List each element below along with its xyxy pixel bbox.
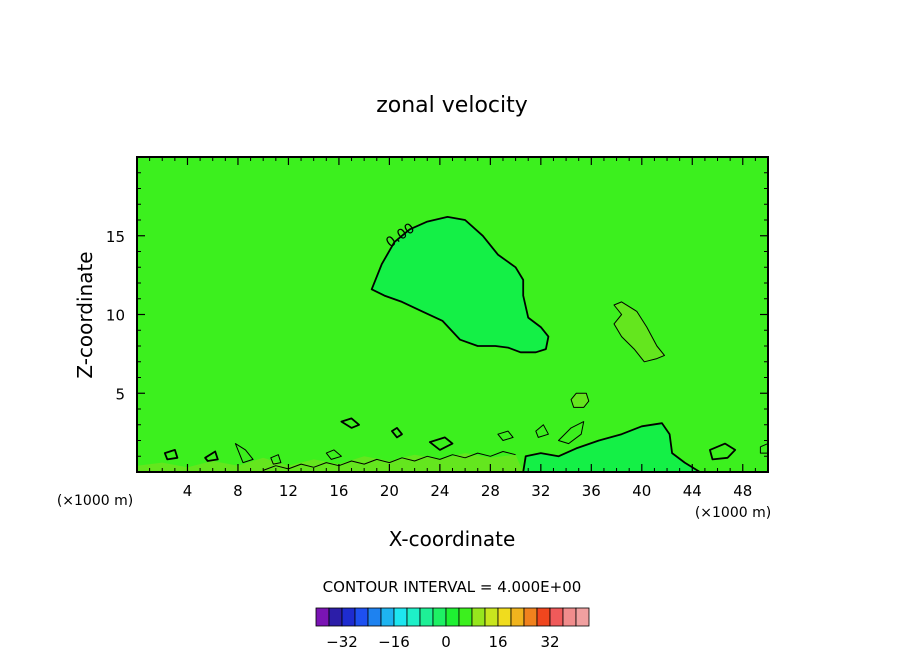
x-tick-label: 20 [380, 482, 399, 500]
colorbar-swatch [484, 607, 499, 627]
colorbar-tick-label: −32 [326, 633, 358, 651]
x-unit-right: (×1000 m) [695, 505, 771, 521]
x-tick-label: 16 [329, 482, 348, 500]
upper-low-region [371, 216, 549, 353]
colorbar [315, 607, 590, 627]
surface-high-region [137, 453, 524, 472]
colorbar-tick-label: 0 [441, 633, 451, 651]
colorbar-swatch [510, 607, 525, 627]
x-tick-label: 4 [183, 482, 193, 500]
x-tick-label: 8 [233, 482, 243, 500]
chart-title: zonal velocity [376, 93, 528, 118]
colorbar-swatch [523, 607, 538, 627]
colorbar-swatch [549, 607, 564, 627]
zero-contour-upper [370, 215, 550, 354]
contour-small-6 [340, 417, 361, 429]
upper-high-region [614, 301, 665, 362]
colorbar-tick-label: 32 [540, 633, 559, 651]
x-tick-label: 48 [733, 482, 752, 500]
x-tick-label: 32 [531, 482, 550, 500]
colorbar-swatch [380, 607, 395, 627]
colorbar-tick-label: −16 [378, 633, 410, 651]
colorbar-swatch [315, 607, 330, 627]
contour-small-12 [709, 442, 737, 461]
contour-small-2 [204, 450, 219, 462]
y-tick-label: 15 [106, 228, 125, 246]
x-tick-label: 28 [481, 482, 500, 500]
x-unit-left: (×1000 m) [57, 493, 133, 509]
contour-small-11 [558, 421, 585, 445]
contour-small-9 [497, 430, 514, 441]
x-tick-label: 40 [632, 482, 651, 500]
contour-surface-wiggle [263, 451, 516, 471]
colorbar-swatch [432, 607, 447, 627]
colorbar-swatch [393, 607, 408, 627]
contour-small-4 [270, 454, 282, 465]
colorbar-swatch [575, 607, 590, 627]
colorbar-swatch [328, 607, 343, 627]
colorbar-swatch [497, 607, 512, 627]
zero-contour-surface [522, 422, 701, 473]
x-tick-label: 44 [683, 482, 702, 500]
contour-interval-text: CONTOUR INTERVAL = 4.000E+00 [323, 578, 582, 596]
x-tick-label: 36 [582, 482, 601, 500]
contour-lines [163, 215, 769, 473]
colorbar-swatch [419, 607, 434, 627]
contour-small-3 [234, 443, 254, 464]
contour-mid-blob [570, 392, 590, 408]
colorbar-swatch [445, 607, 460, 627]
x-axis-label: X-coordinate [389, 527, 516, 551]
plot-area: 0.00 [136, 156, 769, 473]
contour-small-10 [535, 424, 549, 438]
contour-small-8 [428, 436, 454, 451]
y-tick-label: 5 [115, 385, 125, 403]
y-tick-label: 10 [106, 307, 125, 325]
contour-upper-right [613, 301, 665, 363]
colorbar-swatch [471, 607, 486, 627]
y-axis-label: Z-coordinate [73, 251, 97, 378]
contour-small-5 [325, 449, 342, 460]
colorbar-swatch [354, 607, 369, 627]
colorbar-swatch [562, 607, 577, 627]
contour-small-7 [390, 426, 403, 439]
colorbar-swatch [367, 607, 382, 627]
x-tick-label: 24 [430, 482, 449, 500]
surface-low-region [523, 423, 700, 472]
colorbar-swatch [341, 607, 356, 627]
x-tick-label: 12 [279, 482, 298, 500]
contour-small-left [163, 448, 179, 461]
colorbar-tick-label: 16 [488, 633, 507, 651]
colorbar-swatch [536, 607, 551, 627]
colorbar-swatch [406, 607, 421, 627]
colorbar-swatch [458, 607, 473, 627]
mid-blob-region [571, 393, 589, 408]
